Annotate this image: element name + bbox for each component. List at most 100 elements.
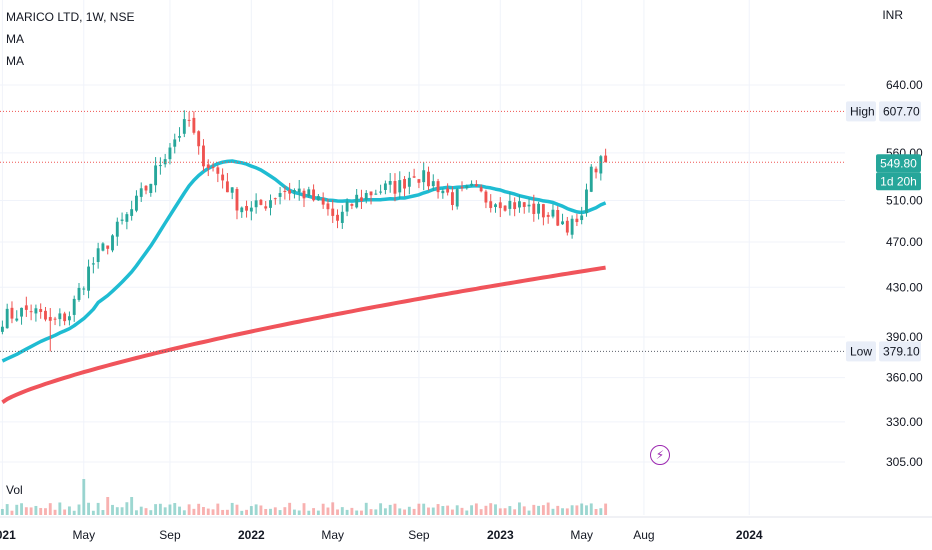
candle: [202, 139, 205, 172]
candle-body: [168, 147, 172, 160]
volume-bar: [498, 508, 502, 515]
candle: [498, 197, 502, 218]
time-axis[interactable]: 2021 May Sep 2022 May Sep 2023 May Aug 2024: [0, 528, 763, 542]
candle-body: [115, 221, 119, 237]
candle-body: [589, 166, 593, 192]
candle: [302, 188, 306, 208]
candle-body: [565, 220, 569, 233]
volume-bar: [350, 507, 354, 515]
candle-body: [53, 318, 57, 320]
volume-bar: [278, 510, 282, 515]
volume-bar: [87, 502, 91, 515]
candle: [206, 159, 210, 177]
price-tick-label: 390.00: [886, 330, 923, 344]
candle: [340, 205, 344, 229]
candle-body: [360, 197, 363, 201]
candle-body: [398, 180, 402, 193]
candle-body: [34, 308, 38, 314]
volume-bar: [187, 504, 191, 515]
candle: [288, 182, 292, 201]
candle: [91, 257, 95, 274]
volume-bar: [240, 510, 244, 515]
candle-body: [412, 176, 416, 178]
volume-bar: [508, 506, 512, 515]
volume-bar: [144, 508, 148, 515]
candle-body: [417, 179, 421, 183]
candle-body: [192, 117, 196, 133]
candle-body: [436, 181, 440, 193]
volume-bar: [340, 507, 344, 515]
candle: [111, 234, 114, 253]
candle-body: [307, 189, 311, 197]
time-tick-label: Aug: [633, 528, 654, 542]
candle: [58, 308, 62, 327]
volume-bar: [0, 508, 4, 515]
volume-bar: [546, 502, 550, 515]
volume-bar: [283, 507, 287, 515]
candle-body: [551, 209, 555, 217]
candle-body: [580, 215, 584, 221]
candle-body: [556, 210, 560, 226]
volume-bar: [594, 509, 598, 515]
candle-body: [269, 200, 272, 208]
lightning-bolt-icon[interactable]: ⚡: [650, 445, 670, 465]
symbol-title[interactable]: MARICO LTD, 1W, NSE: [6, 10, 135, 24]
candle: [149, 183, 153, 197]
candle-body: [259, 199, 263, 205]
candle-body: [63, 313, 67, 322]
candle: [532, 194, 536, 222]
volume-bar: [331, 502, 335, 515]
candlesticks: [0, 110, 608, 352]
volume-bar: [417, 503, 421, 515]
candle-body: [106, 245, 110, 249]
candle: [163, 153, 167, 168]
volume-bar: [269, 508, 272, 515]
candle-body: [182, 119, 186, 134]
volume-bar: [297, 510, 301, 515]
price-axis[interactable]: 640.00560.00510.00470.00430.00390.00360.…: [886, 78, 923, 469]
candle-body: [158, 165, 162, 167]
candle-body: [221, 174, 225, 181]
volume-bar: [245, 509, 248, 515]
candle-body: [331, 208, 335, 216]
currency-label[interactable]: INR: [882, 8, 903, 22]
volume-bar: [589, 503, 593, 515]
candle-body: [312, 189, 316, 201]
ma-slow-line: [1, 265, 606, 404]
candle-body: [87, 266, 91, 291]
high-value: 607.70: [883, 104, 920, 118]
countdown-badge-bg: [876, 172, 921, 191]
candle-body: [460, 187, 464, 189]
ma-indicator-2[interactable]: MA: [6, 54, 24, 68]
candle-body: [350, 203, 354, 206]
candle: [44, 306, 47, 322]
volume-indicator-label[interactable]: Vol: [6, 483, 23, 497]
candle-body: [441, 190, 445, 194]
volume-bar: [29, 507, 33, 515]
candle-body: [72, 298, 76, 315]
candle: [465, 184, 469, 190]
candle-body: [82, 288, 86, 290]
volume-bar: [63, 509, 67, 515]
candle-body: [522, 202, 526, 207]
candle-body: [206, 164, 210, 168]
candle-body: [230, 187, 234, 193]
candle: [460, 181, 464, 192]
candle-body: [67, 316, 71, 321]
candle-body: [594, 168, 598, 173]
ma-indicator-1[interactable]: MA: [6, 32, 24, 46]
candle: [87, 259, 91, 299]
candle: [470, 180, 474, 187]
volume-bar: [288, 502, 292, 515]
time-tick-label: Sep: [159, 528, 181, 542]
volume-bar: [249, 506, 253, 515]
volume-bar: [460, 507, 464, 515]
time-tick-label: Sep: [408, 528, 430, 542]
candle-body: [24, 305, 28, 310]
candle-body: [202, 145, 205, 167]
volume-bar: [273, 507, 277, 515]
candle-body: [321, 198, 325, 205]
volume-bar: [484, 505, 488, 515]
candle: [225, 173, 229, 193]
